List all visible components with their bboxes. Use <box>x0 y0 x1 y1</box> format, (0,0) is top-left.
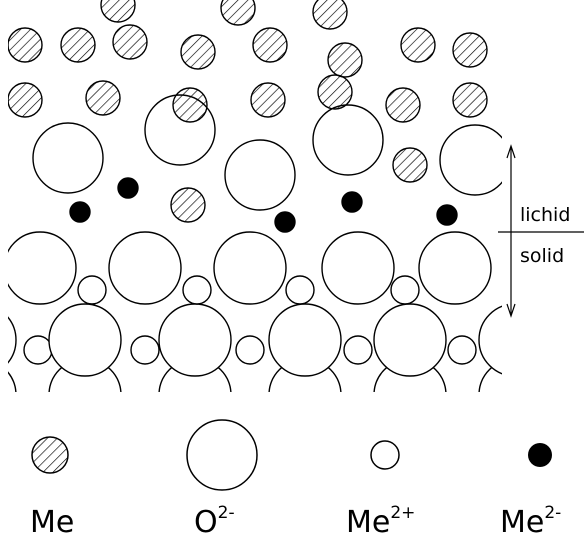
legend-sup: 2- <box>544 503 561 523</box>
oxygen-ion <box>33 123 103 193</box>
me-atom <box>453 83 487 117</box>
oxygen-ion <box>49 304 121 376</box>
oxygen-ion <box>374 304 446 376</box>
legend-oxygen <box>187 420 257 490</box>
me-atom <box>401 28 435 62</box>
oxygen-ion <box>391 276 419 304</box>
me-atom <box>181 35 215 69</box>
oxygen-ion <box>286 276 314 304</box>
legend-text: Me <box>30 505 74 538</box>
me-atom <box>8 28 42 62</box>
oxygen-ion <box>214 232 286 304</box>
me-atom <box>171 188 205 222</box>
me-atom <box>173 88 207 122</box>
oxygen-ion <box>479 359 551 431</box>
me-atom <box>393 148 427 182</box>
legend-text: Me <box>346 505 390 538</box>
liquid-label: lichid <box>520 204 570 226</box>
oxygen-ion <box>479 304 551 376</box>
legend-me2plus <box>371 441 399 469</box>
me-atom <box>313 0 347 29</box>
oxygen-ion <box>78 276 106 304</box>
oxygen-ion <box>448 336 476 364</box>
me-atom <box>221 0 255 25</box>
me-atom <box>86 81 120 115</box>
me-atom <box>8 83 42 117</box>
legend-text: O <box>194 505 218 538</box>
legend-me <box>32 437 68 473</box>
oxygen-ion <box>109 232 181 304</box>
me-atom <box>328 43 362 77</box>
legend-me2minus <box>528 443 552 467</box>
lattice <box>0 0 551 431</box>
me-atom <box>101 0 135 22</box>
oxygen-ion <box>0 304 16 376</box>
oxygen-ion <box>440 125 510 195</box>
legend-sup: 2- <box>218 503 235 523</box>
me2minus-ion <box>275 212 295 232</box>
me2minus-ion <box>437 205 457 225</box>
oxygen-ion <box>24 336 52 364</box>
oxygen-ion <box>419 232 491 304</box>
me-atom <box>318 75 352 109</box>
oxygen-ion <box>183 276 211 304</box>
legend-label: Me2- <box>500 503 561 538</box>
me-atom <box>253 28 287 62</box>
oxygen-ion <box>322 232 394 304</box>
oxygen-ion <box>269 304 341 376</box>
legend-label: Me2+ <box>346 503 415 538</box>
me2minus-ion <box>342 192 362 212</box>
legend-text: Me <box>500 505 544 538</box>
me-atom <box>453 33 487 67</box>
me2minus-ion <box>118 178 138 198</box>
legend-label: Me <box>30 505 74 538</box>
oxygen-ion <box>236 336 264 364</box>
oxygen-ion <box>4 232 76 304</box>
oxygen-ion <box>159 304 231 376</box>
me-atom <box>61 28 95 62</box>
legend-sup: 2+ <box>390 503 415 523</box>
me2minus-ion <box>70 202 90 222</box>
me-atom <box>251 83 285 117</box>
oxygen-ion <box>0 359 16 431</box>
oxygen-ion <box>131 336 159 364</box>
diagram: lichid solid Me O2- Me2+ Me2- <box>0 0 584 538</box>
me-atom <box>113 25 147 59</box>
oxygen-ion <box>344 336 372 364</box>
solid-label: solid <box>520 245 564 267</box>
oxygen-ion <box>225 140 295 210</box>
me-atom <box>386 88 420 122</box>
legend-label: O2- <box>194 503 235 538</box>
oxygen-ion <box>313 105 383 175</box>
